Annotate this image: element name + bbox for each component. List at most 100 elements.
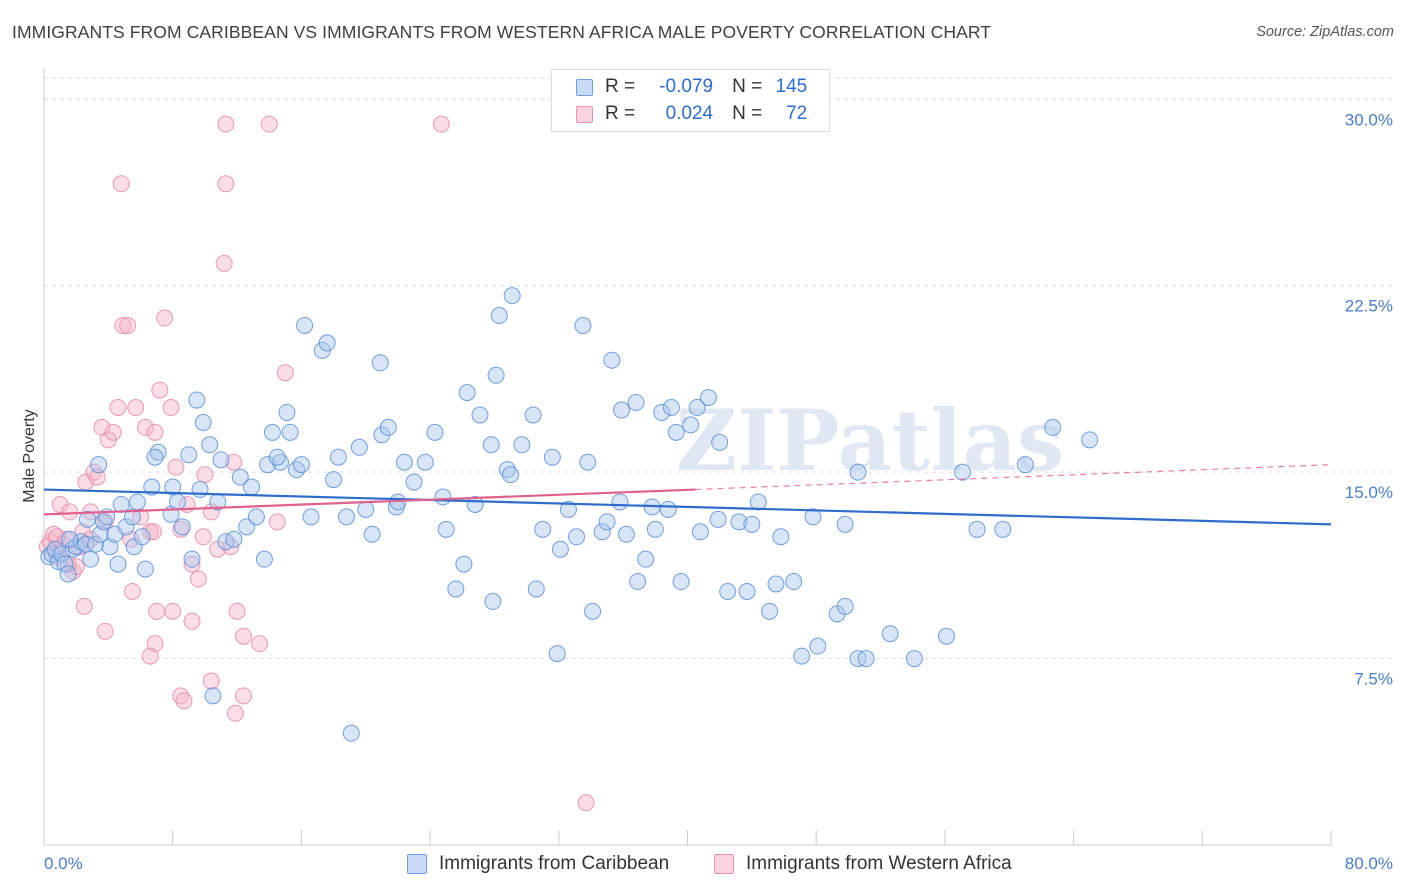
data-point	[278, 403, 296, 421]
data-point	[112, 495, 130, 513]
data-point	[302, 508, 320, 526]
trend-line-western-africa	[43, 488, 696, 516]
data-point	[136, 560, 154, 578]
data-point	[183, 555, 201, 573]
data-point	[611, 493, 629, 511]
data-point	[329, 448, 347, 466]
data-point	[96, 622, 114, 640]
data-point	[271, 453, 289, 471]
data-point	[109, 399, 127, 417]
data-point	[905, 650, 923, 668]
data-point	[836, 597, 854, 615]
data-point	[226, 704, 244, 722]
data-point	[88, 468, 106, 486]
data-point	[543, 448, 561, 466]
data-point	[82, 530, 100, 548]
data-point	[123, 508, 141, 526]
n-value: 72	[786, 103, 808, 124]
data-point	[173, 518, 191, 536]
data-point	[204, 687, 222, 705]
trend-line-caribbean	[43, 488, 1332, 526]
data-point	[268, 513, 286, 531]
data-point	[281, 423, 299, 441]
data-point	[471, 406, 489, 424]
data-point	[228, 602, 246, 620]
data-point	[143, 478, 161, 496]
data-point	[217, 115, 235, 133]
data-point	[61, 530, 79, 548]
chart-title: IMMIGRANTS FROM CARIBBEAN VS IMMIGRANTS …	[12, 22, 992, 42]
series-caribbean-points	[40, 287, 1099, 742]
data-point	[194, 528, 212, 546]
grid-lines	[44, 77, 1393, 660]
data-point	[201, 436, 219, 454]
data-point	[268, 448, 286, 466]
y-tick-label: 30.0%	[1345, 110, 1393, 129]
data-point	[296, 316, 314, 334]
axes	[43, 68, 1332, 846]
data-point	[567, 528, 585, 546]
data-point	[78, 510, 96, 528]
data-point	[688, 399, 706, 417]
legend-row-western-africa: R = 0.024 N = 72	[576, 101, 807, 127]
y-tick-label: 22.5%	[1345, 297, 1393, 316]
data-point	[234, 687, 252, 705]
data-point	[598, 513, 616, 531]
data-point	[938, 627, 956, 645]
data-point	[743, 515, 761, 533]
data-point	[247, 508, 265, 526]
legend-row-caribbean: R = -0.079 N = 145	[576, 74, 807, 100]
data-point	[809, 637, 827, 655]
data-point	[627, 394, 645, 412]
data-point	[662, 399, 680, 417]
data-point	[405, 473, 423, 491]
data-point	[104, 423, 122, 441]
data-point	[437, 520, 455, 538]
data-point	[548, 645, 566, 663]
data-point	[659, 500, 677, 518]
data-point	[292, 456, 310, 474]
data-point	[836, 515, 854, 533]
data-point	[156, 309, 174, 327]
data-point	[1044, 418, 1062, 436]
data-point	[709, 510, 727, 528]
data-point	[416, 453, 434, 471]
data-point	[994, 520, 1012, 538]
data-point	[183, 550, 201, 568]
data-point	[127, 399, 145, 417]
data-point	[749, 493, 767, 511]
data-point	[225, 453, 243, 471]
r-label: R =	[605, 103, 636, 124]
data-point	[188, 391, 206, 409]
data-point	[148, 602, 166, 620]
correlation-legend: R = -0.079 N = 145 R = 0.024 N = 72	[551, 69, 830, 132]
y-axis-label: Male Poverty	[21, 409, 38, 502]
data-point	[288, 461, 306, 479]
r-value: -0.079	[659, 76, 714, 97]
data-point	[881, 625, 899, 643]
data-point	[637, 550, 655, 568]
data-point	[263, 423, 281, 441]
data-point	[56, 555, 74, 573]
data-point	[357, 500, 375, 518]
data-point	[804, 508, 822, 526]
data-point	[498, 461, 516, 479]
data-point	[342, 724, 360, 742]
data-point	[646, 520, 664, 538]
data-point	[119, 316, 137, 334]
x-tick-label-min: 0.0%	[44, 854, 83, 873]
data-point	[482, 436, 500, 454]
data-point	[617, 525, 635, 543]
data-point	[75, 597, 93, 615]
data-point	[114, 316, 132, 334]
series-legend-western-africa: Immigrants from Western Africa	[714, 851, 1012, 877]
caribbean-legend-swatch	[407, 854, 427, 874]
data-point	[767, 575, 785, 593]
n-label: N =	[732, 76, 763, 97]
series-legend-caribbean: Immigrants from Caribbean	[407, 851, 669, 877]
data-point	[487, 366, 505, 384]
data-point	[551, 540, 569, 558]
data-point	[325, 471, 343, 489]
data-point	[379, 418, 397, 436]
data-point	[653, 403, 671, 421]
